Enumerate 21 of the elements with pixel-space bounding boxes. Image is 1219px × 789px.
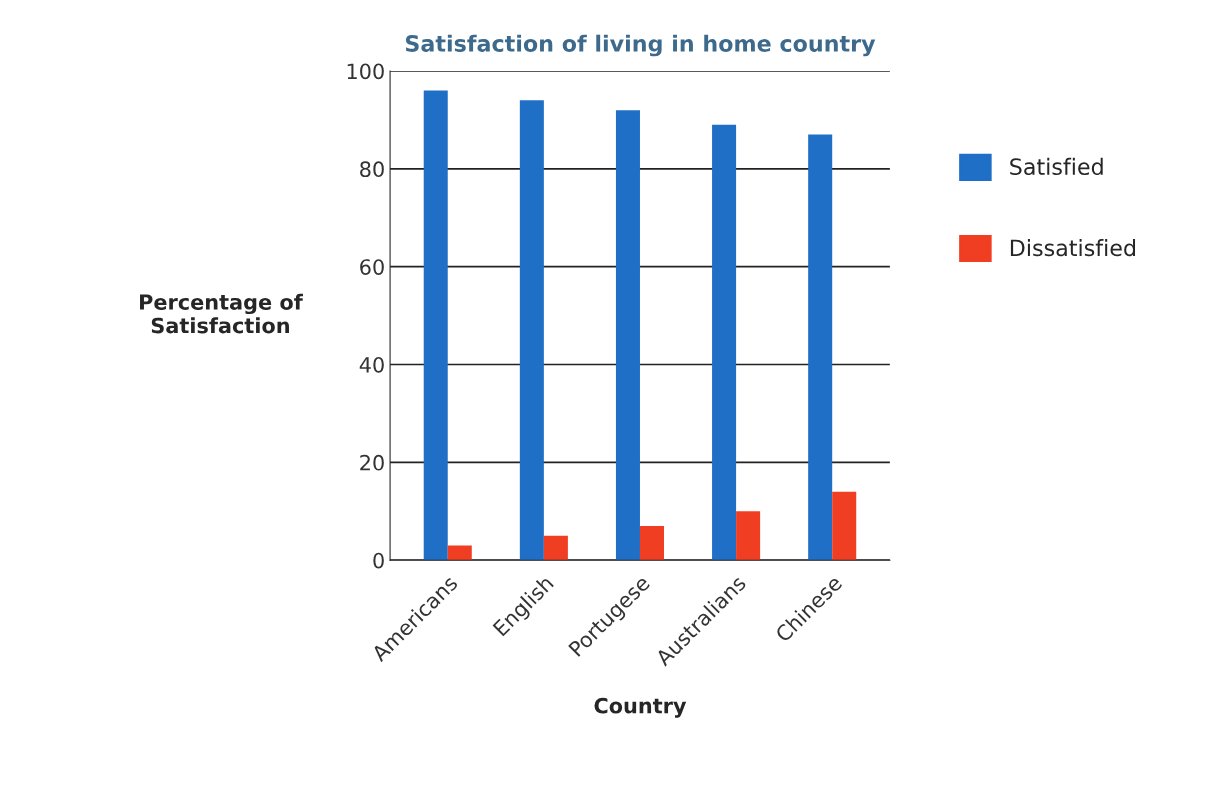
bar [712, 124, 737, 561]
y-tick-label: 40 [359, 356, 384, 373]
y-tick-label: 0 [373, 552, 384, 569]
y-axis-title: Percentage of Satisfaction [140, 293, 303, 334]
bar [447, 545, 472, 561]
legend-label: Dissatisfied [1010, 239, 1136, 257]
legend-label: Satisfied [1010, 157, 1103, 176]
bar [423, 90, 448, 561]
bar [519, 100, 544, 561]
bar [639, 525, 664, 561]
y-tick-label: 100 [347, 63, 384, 80]
y-tick-label: 80 [360, 161, 384, 178]
chart-title: Satisfaction of living in home country [405, 34, 876, 57]
bar [543, 535, 568, 561]
bar [832, 491, 857, 561]
y-tick-label: 20 [360, 454, 384, 471]
x-axis-title: Country [594, 697, 687, 718]
bar [615, 110, 640, 561]
y-tick-label: 60 [360, 259, 384, 275]
bar [736, 511, 761, 561]
bar [808, 134, 833, 561]
